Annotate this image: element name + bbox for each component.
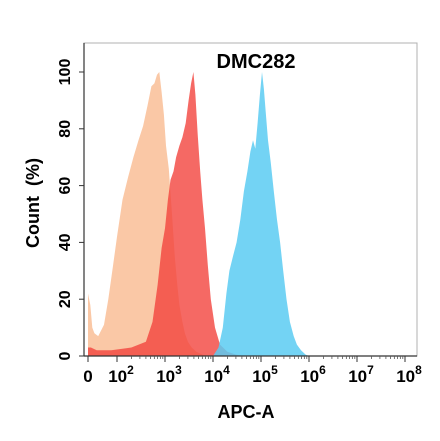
x-tick-label: 105 — [252, 363, 278, 386]
x-tick-label: 106 — [300, 363, 326, 386]
x-tick-label: 104 — [204, 363, 230, 386]
x-tick-label: 107 — [348, 363, 374, 386]
y-tick-label: 20 — [57, 290, 74, 308]
y-axis-title: Count (%) — [23, 158, 43, 248]
x-tick-label: 102 — [108, 363, 134, 386]
histogram-series-3 — [213, 72, 309, 356]
x-tick-label: 0 — [83, 367, 92, 386]
x-tick-label: 108 — [396, 363, 422, 386]
chart-title: DMC282 — [217, 51, 296, 73]
y-tick-label: 60 — [57, 177, 74, 195]
ticks-layer: 0 102 103 104 105 106 107 108 0 20 40 60 80 100 — [57, 59, 422, 386]
y-tick-label: 80 — [57, 120, 74, 138]
histogram-series-2 — [88, 72, 245, 356]
histogram-series-layer — [88, 72, 309, 356]
y-tick-label: 0 — [57, 351, 74, 360]
histogram-series-1 — [88, 72, 209, 356]
y-tick-label: 40 — [57, 233, 74, 251]
x-tick-label: 103 — [156, 363, 182, 386]
x-axis-title: APC-A — [218, 402, 275, 422]
y-tick-label: 100 — [57, 59, 74, 86]
